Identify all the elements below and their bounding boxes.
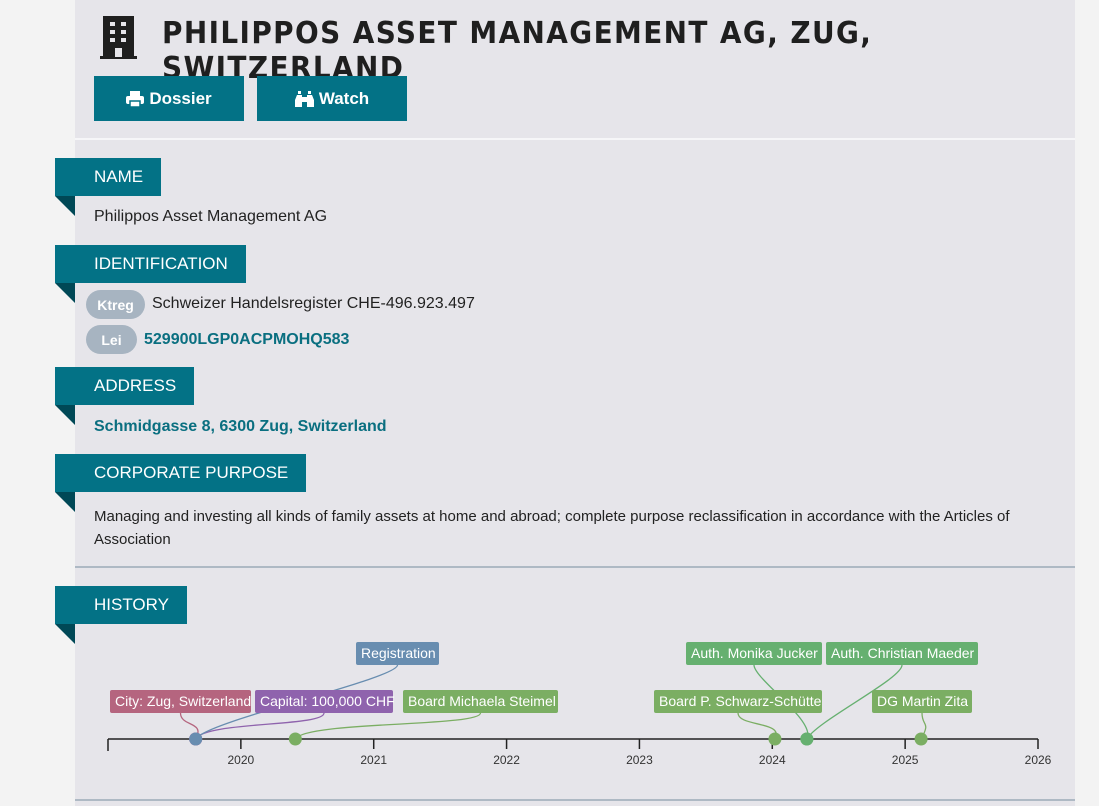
- ktreg-value: Schweizer Handelsregister CHE-496.923.49…: [152, 295, 475, 312]
- axis-tick-label: 2020: [227, 753, 255, 767]
- timeline-event-label[interactable]: Board Michaela Steimel: [403, 690, 558, 713]
- watch-button[interactable]: Watch: [257, 76, 407, 121]
- timeline-event-dot: [768, 732, 782, 746]
- timeline-event-dot: [914, 732, 928, 746]
- timeline-event-label[interactable]: DG Martin Zita: [872, 690, 972, 713]
- ktreg-badge: Ktreg: [86, 290, 145, 319]
- company-name: Philippos Asset Management AG: [94, 208, 328, 225]
- timeline-event-label[interactable]: Registration: [356, 642, 439, 665]
- dossier-label: Dossier: [149, 88, 212, 108]
- section-heading-identification: IDENTIFICATION: [55, 245, 246, 303]
- section-heading-purpose: CORPORATE PURPOSE: [55, 454, 307, 512]
- section-heading-address: ADDRESS: [55, 367, 195, 425]
- axis-tick-label: 2024: [758, 753, 786, 767]
- divider: [75, 799, 1075, 801]
- address-link[interactable]: Schmidgasse 8, 6300 Zug, Switzerland: [94, 418, 387, 435]
- divider: [75, 566, 1075, 568]
- watch-label: Watch: [318, 88, 370, 108]
- event-connector: [195, 712, 325, 740]
- timeline-event-label[interactable]: Auth. Monika Jucker: [686, 642, 822, 665]
- printer-icon: [126, 90, 145, 107]
- axis-tick-label: 2026: [1024, 753, 1052, 767]
- timeline-event-label[interactable]: Board P. Schwarz-Schütte: [654, 690, 822, 713]
- axis-tick-label: 2023: [626, 753, 653, 767]
- lei-link[interactable]: 529900LGP0ACPMOHQ583: [144, 331, 350, 348]
- section-heading-history: HISTORY: [55, 586, 187, 644]
- timeline-event-dot: [288, 732, 302, 746]
- timeline-event-dot: [189, 732, 203, 746]
- building-icon: [100, 16, 137, 59]
- axis-tick-label: 2021: [360, 753, 388, 767]
- timeline-event-label[interactable]: Auth. Christian Maeder: [826, 642, 978, 665]
- timeline-event-label[interactable]: City: Zug, Switzerland: [110, 690, 251, 713]
- divider: [75, 138, 1075, 140]
- lei-badge: Lei: [86, 325, 137, 354]
- event-connector: [806, 664, 903, 740]
- dossier-button[interactable]: Dossier: [94, 76, 244, 121]
- timeline-event-dot: [800, 732, 814, 746]
- section-heading-name: NAME: [55, 158, 162, 216]
- binoculars-icon: [294, 90, 314, 107]
- company-panel: [75, 0, 1075, 806]
- timeline-event-label[interactable]: Capital: 100,000 CHF: [255, 690, 395, 713]
- axis-tick-label: 2025: [891, 753, 919, 767]
- event-connector: [294, 712, 482, 740]
- axis-tick-label: 2022: [493, 753, 520, 767]
- corporate-purpose: Managing and investing all kinds of fami…: [94, 508, 1010, 548]
